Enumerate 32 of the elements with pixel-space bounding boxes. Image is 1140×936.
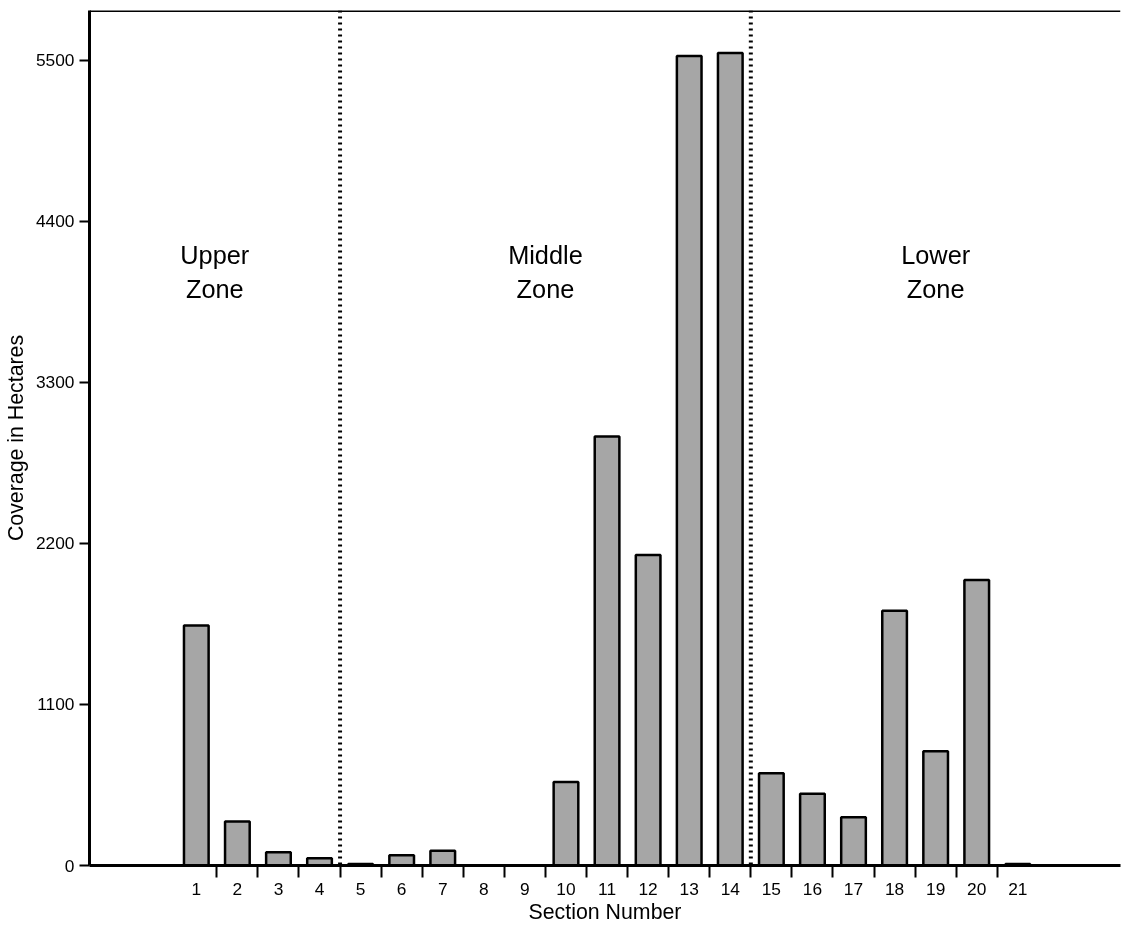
x-tick-label: 11: [598, 878, 617, 899]
y-tick-label: 2200: [35, 533, 75, 554]
x-tick-label: 10: [556, 878, 576, 899]
y-tick-label: 4400: [35, 211, 75, 232]
x-tick-label: 21: [1008, 878, 1028, 899]
x-tick-label: 2: [232, 878, 243, 899]
x-tick-label: 6: [396, 878, 407, 899]
x-tick-label: 12: [638, 878, 658, 899]
x-tick-label: 19: [926, 878, 946, 899]
x-tick-label: 8: [479, 878, 489, 899]
x-tick-label: 15: [761, 878, 781, 899]
x-tick-label: 17: [843, 878, 864, 899]
x-tick-label: 7: [437, 878, 448, 899]
x-tick-label: 3: [273, 878, 284, 899]
y-axis-title: Coverage in Hectares: [3, 334, 28, 542]
annotation: Lower Zone: [901, 241, 971, 303]
y-tick-label: 0: [64, 855, 75, 876]
annotation: Upper Zone: [180, 241, 250, 303]
annotation: Middle Zone: [508, 241, 583, 303]
y-tick-label: 1100: [37, 694, 75, 715]
x-axis-title: Section Number: [528, 899, 682, 924]
x-tick-label: 16: [802, 878, 823, 899]
x-tick-label: 20: [967, 878, 987, 899]
x-tick-label: 14: [720, 878, 741, 899]
x-tick-label: 1: [191, 878, 202, 899]
x-tick-label: 4: [314, 878, 325, 899]
x-tick-label: 18: [884, 878, 905, 899]
x-tick-label: 13: [679, 878, 699, 899]
y-tick-label: 5500: [35, 50, 75, 71]
x-tick-label: 9: [520, 878, 530, 899]
y-tick-label: 3300: [35, 372, 75, 393]
x-tick-label: 5: [355, 878, 366, 899]
